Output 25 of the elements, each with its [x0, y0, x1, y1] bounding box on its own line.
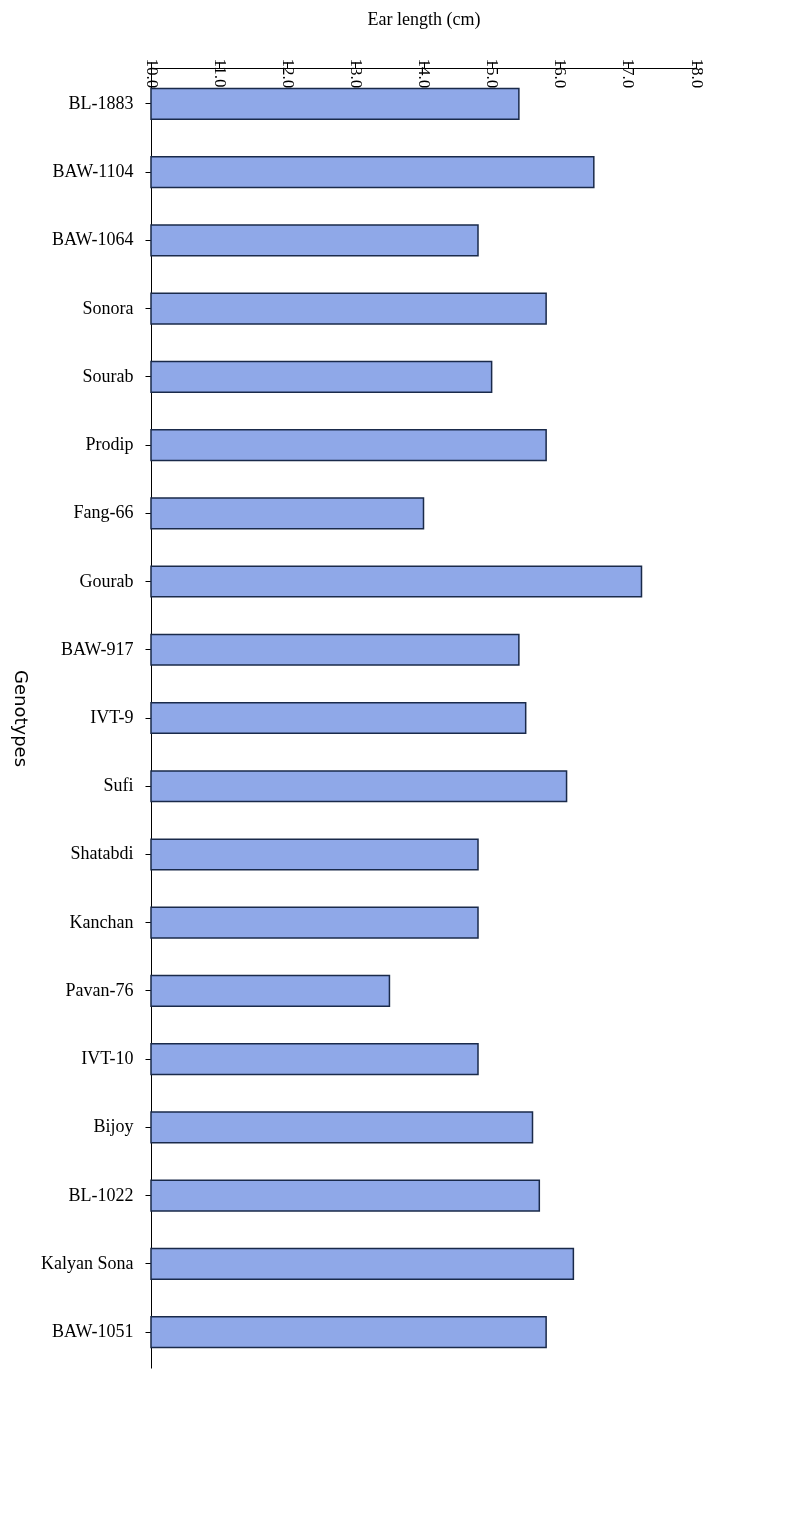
y-tick-label: BAW-1064 [51, 229, 134, 250]
y-tick-label: Prodip [85, 434, 134, 455]
y-tick-label: Sonora [82, 297, 134, 318]
y-tick-label: Kanchan [69, 911, 134, 932]
y-tick-label: Pavan-76 [65, 979, 134, 1000]
x-axis-title: Ear length (cm) [367, 8, 481, 30]
y-tick-label: BAW-917 [60, 638, 134, 659]
y-tick-label: Shatabdi [70, 843, 134, 864]
y-axis-title: Genotypes [11, 669, 33, 768]
y-tick-label: BL-1883 [68, 92, 134, 113]
x-tick-label: 11.0 [210, 58, 230, 88]
y-tick-label: IVT-9 [90, 707, 134, 727]
y-tick-label: IVT-10 [81, 1048, 134, 1069]
y-tick-label: BL-1022 [68, 1184, 134, 1205]
y-tick-label: Kalyan Sona [41, 1252, 134, 1273]
x-tick-label: 18.0 [687, 58, 707, 89]
y-tick-label: BAW-1104 [52, 161, 134, 182]
y-tick-label: Fang-66 [73, 502, 134, 523]
x-tick-label: 14.0 [415, 58, 434, 89]
x-tick-label: 17.0 [619, 58, 639, 89]
y-tick-label: Gourab [79, 570, 134, 591]
y-tick-label: BAW-1051 [51, 1321, 134, 1342]
y-tick-label: Bijoy [93, 1116, 134, 1137]
y-tick-label: Sourab [82, 365, 134, 386]
y-tick-label: Sufi [103, 775, 134, 796]
